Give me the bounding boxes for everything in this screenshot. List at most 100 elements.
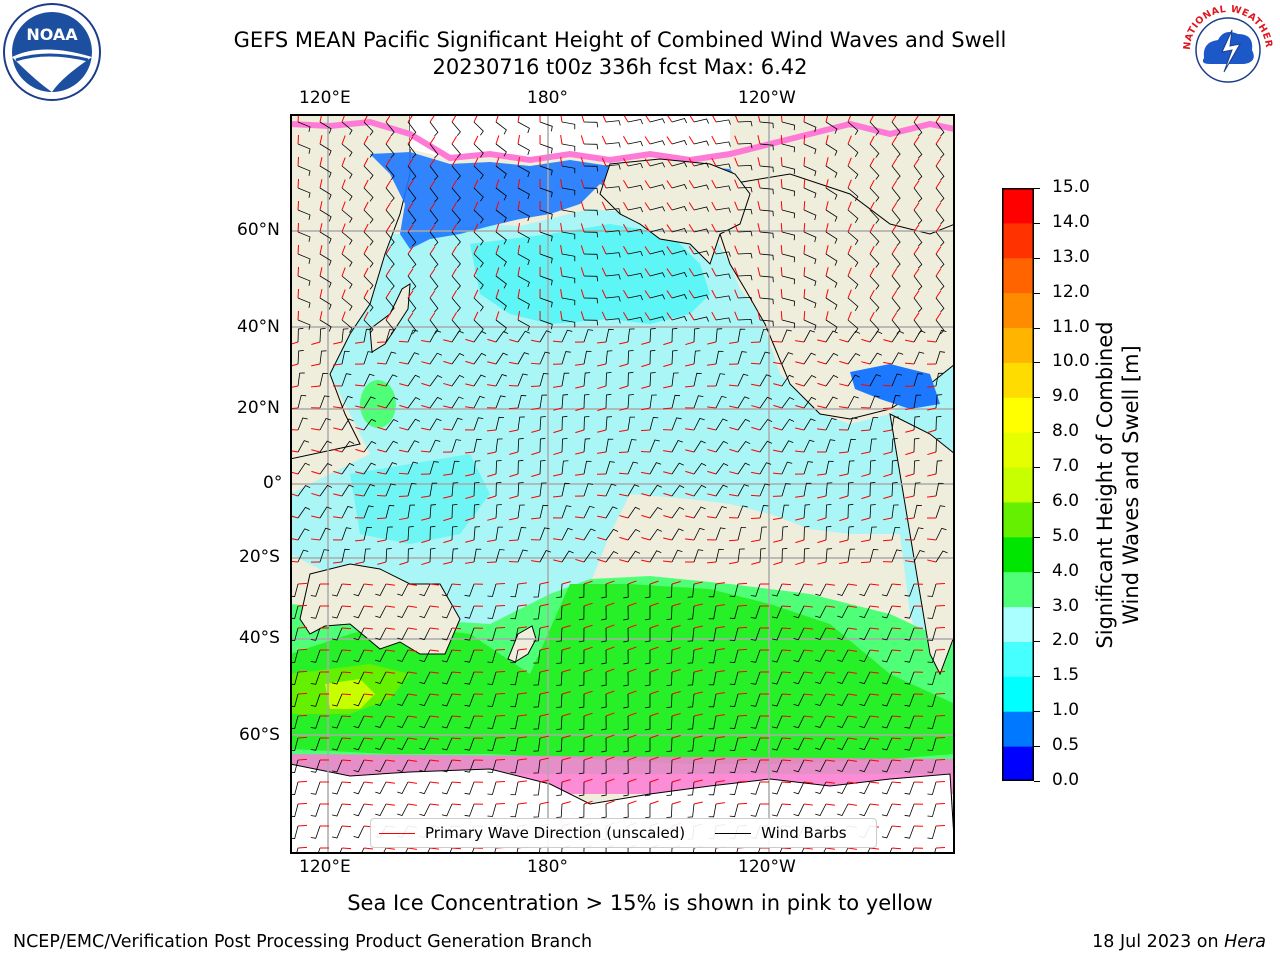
wind-barb	[385, 231, 395, 247]
wave-direction-arrow	[734, 201, 739, 211]
wind-barb	[556, 715, 563, 730]
wave-direction-arrow	[619, 559, 629, 563]
wave-direction-arrow	[473, 267, 479, 277]
wind-barb	[859, 627, 871, 641]
wind-barb	[627, 140, 643, 147]
wind-barb	[464, 759, 475, 773]
wind-barb	[605, 186, 621, 192]
wind-barb	[341, 253, 353, 267]
wind-barb	[556, 759, 563, 774]
wave-direction-arrow	[517, 311, 521, 321]
wave-direction-arrow	[297, 626, 308, 629]
wind-barb	[825, 503, 832, 519]
wave-direction-arrow	[560, 311, 563, 321]
wind-barb	[781, 547, 788, 563]
wave-direction-arrow	[385, 737, 395, 740]
colorbar-tick-mark	[1034, 606, 1040, 608]
wind-barb	[583, 253, 599, 260]
colorbar-tick-mark	[1034, 362, 1040, 364]
wave-direction-arrow	[385, 627, 395, 630]
wind-barb	[627, 250, 643, 257]
wave-direction-arrow	[711, 201, 717, 211]
wind-barb	[737, 142, 753, 149]
wind-barb	[429, 461, 439, 475]
wave-direction-arrow	[891, 180, 898, 189]
wind-barb	[517, 143, 530, 156]
wind-barb	[533, 781, 541, 796]
wind-barb	[363, 231, 374, 246]
wind-barb	[451, 525, 458, 541]
wind-barb	[729, 803, 739, 817]
wind-barb	[671, 118, 688, 124]
wind-barb	[815, 605, 827, 619]
wave-direction-arrow	[297, 156, 300, 167]
wave-direction-arrow	[711, 311, 717, 321]
wave-direction-arrow	[883, 451, 893, 455]
wave-direction-arrow	[597, 537, 607, 541]
wind-barb	[385, 374, 398, 387]
wave-direction-arrow	[451, 180, 458, 189]
wave-direction-arrow	[429, 803, 439, 806]
wave-direction-arrow	[671, 580, 681, 585]
map-title-line2: 20230716 t00z 336h fcst Max: 6.42	[432, 55, 808, 79]
wave-direction-arrow	[803, 715, 813, 718]
wind-barb	[737, 186, 753, 193]
wave-direction-arrow	[443, 473, 453, 476]
wave-direction-arrow	[913, 246, 920, 255]
wind-barb	[891, 121, 901, 137]
wind-barb	[771, 759, 783, 773]
wind-barb	[517, 438, 524, 453]
wind-barb	[583, 329, 594, 343]
wind-barb	[891, 459, 898, 475]
colorbar-tick-label: 2.0	[1052, 630, 1080, 651]
wave-direction-arrow	[883, 361, 893, 365]
wind-barb	[341, 165, 353, 179]
wind-barb	[759, 396, 773, 409]
wind-barb	[473, 481, 480, 497]
wind-barb	[429, 330, 442, 343]
wind-barb	[539, 460, 546, 475]
south-america	[889, 413, 955, 676]
wave-direction-arrow	[627, 602, 637, 607]
japan	[369, 283, 411, 353]
wind-barb	[517, 275, 530, 288]
wind-barb	[451, 253, 461, 269]
wind-barb	[310, 781, 321, 795]
wave-direction-arrow	[385, 224, 392, 233]
wave-direction-arrow	[539, 713, 549, 717]
wave-direction-arrow	[838, 451, 849, 454]
wind-barb	[881, 671, 893, 685]
wave-direction-arrow	[711, 223, 717, 233]
wave-direction-arrow	[685, 428, 695, 431]
wind-barb	[487, 715, 497, 729]
wind-barb	[644, 627, 651, 643]
wind-barb	[666, 605, 673, 621]
wind-barb	[385, 526, 393, 541]
wave-direction-arrow	[560, 223, 563, 233]
wave-direction-arrow	[688, 224, 695, 233]
wave-direction-arrow	[750, 362, 761, 365]
wind-barb	[881, 605, 893, 619]
wave-direction-arrow	[935, 268, 942, 277]
wave-direction-arrow	[869, 671, 879, 674]
colorbar-tick-label: 3.0	[1052, 595, 1080, 616]
wind-barb	[407, 461, 419, 475]
wind-barb	[904, 649, 915, 663]
wave-direction-arrow	[341, 157, 346, 167]
wind-barb	[605, 318, 621, 324]
wave-direction-arrow	[465, 360, 475, 365]
wave-direction-arrow	[825, 693, 835, 696]
wave-direction-arrow	[363, 649, 373, 652]
wind-barb	[837, 671, 849, 685]
wave-direction-arrow	[517, 582, 527, 585]
wind-barb	[319, 350, 327, 365]
wind-barb	[927, 605, 937, 619]
wave-direction-arrow	[399, 561, 409, 566]
colorbar-tick-mark	[1034, 397, 1040, 399]
wind-barb	[407, 396, 421, 409]
wind-barb	[825, 121, 838, 134]
wind-barb	[441, 759, 453, 773]
wind-barb	[837, 583, 849, 597]
wind-barb	[517, 526, 527, 541]
wave-direction-arrow	[780, 266, 783, 277]
